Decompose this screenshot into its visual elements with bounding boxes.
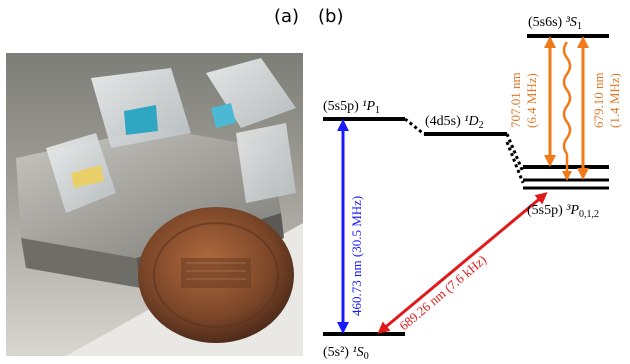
label-1P1: (5s5p) ¹P1	[323, 99, 380, 116]
red-transition-label: 689.26 nm (7.6 kHz)	[396, 252, 489, 333]
blue-transition-label: 460.73 nm (30.5 MHz)	[349, 196, 364, 316]
orange-679-width: (1.4 MHz)	[607, 73, 622, 128]
transition-orange-wavy	[562, 41, 572, 155]
panel-a-label: (a)	[274, 6, 300, 27]
panel-b-label: (b)	[318, 6, 344, 27]
label-3S1: (5s6s) ³S1	[528, 15, 582, 32]
label-3P012: (5s5p) ³P0,1,2	[527, 203, 599, 220]
label-1D2: (4d5s) ¹D2	[425, 114, 484, 131]
photo-coin-prisms	[6, 53, 303, 356]
decay-1P1-1D2	[404, 117, 425, 136]
decay-1D2-3P2	[505, 133, 525, 173]
orange-679-wavelength: 679.10 nm	[591, 72, 606, 128]
label-1S0: (5s²) ¹S0	[323, 345, 369, 362]
orange-707-width: (6.4 MHz)	[524, 73, 539, 128]
orange-707-wavelength: 707.01 nm	[508, 72, 523, 128]
decay-1D2-3P1	[505, 141, 525, 184]
transition-red-arrow	[377, 192, 548, 334]
